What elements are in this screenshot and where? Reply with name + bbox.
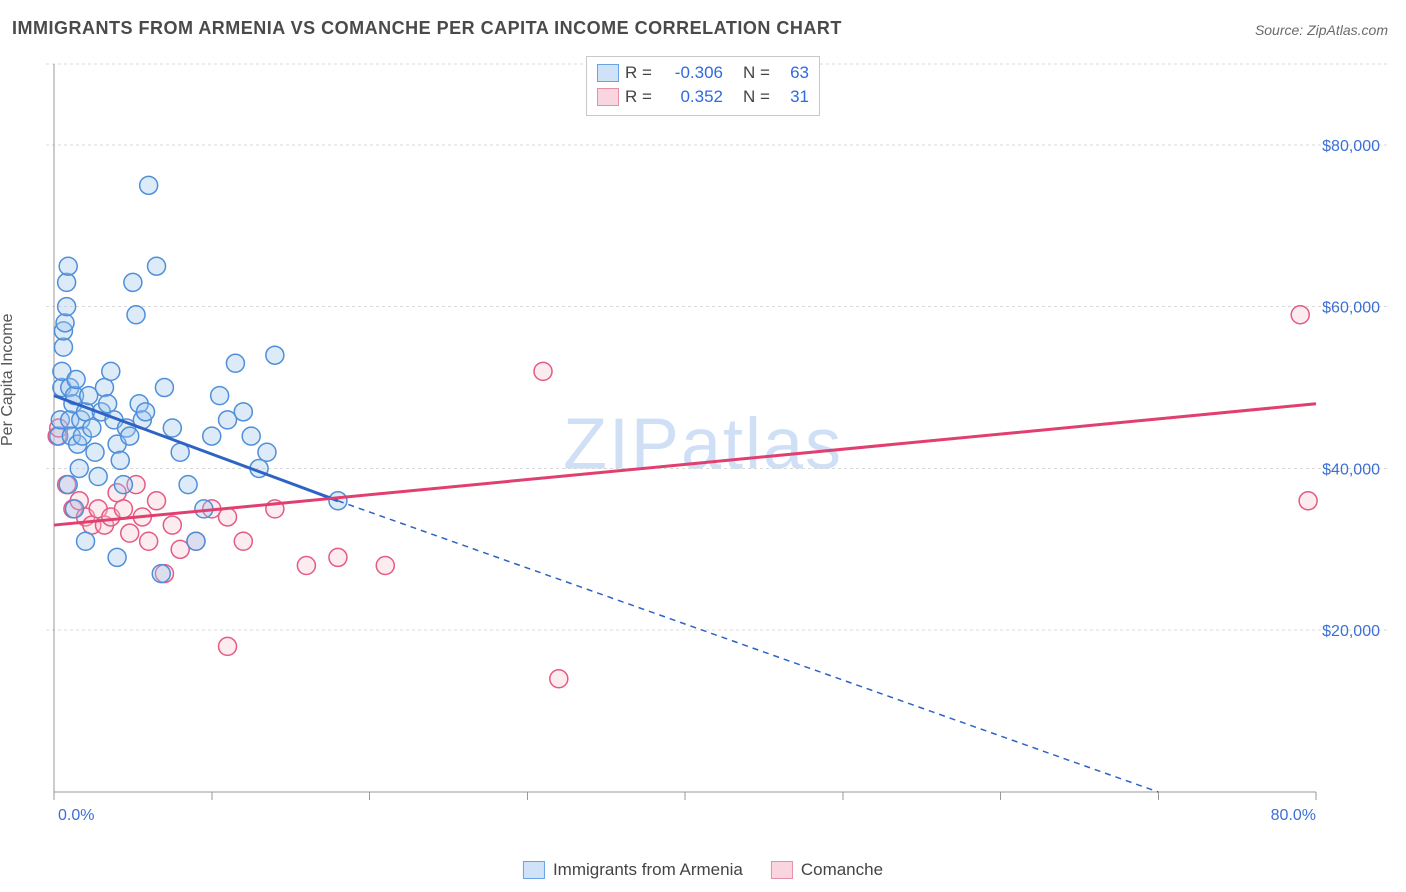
legend-swatch (523, 861, 545, 879)
svg-text:$60,000: $60,000 (1322, 300, 1380, 317)
r-value: -0.306 (659, 61, 723, 85)
legend-label: Immigrants from Armenia (553, 860, 743, 880)
svg-text:$80,000: $80,000 (1322, 138, 1380, 155)
r-label: R = (625, 61, 653, 85)
svg-text:0.0%: 0.0% (58, 807, 94, 824)
legend-label: Comanche (801, 860, 883, 880)
legend-bottom-item: Immigrants from Armenia (523, 860, 743, 880)
r-label: R = (625, 85, 653, 109)
n-value: 63 (777, 61, 809, 85)
n-value: 31 (777, 85, 809, 109)
n-label: N = (743, 61, 771, 85)
legend-swatch (771, 861, 793, 879)
chart-title: IMMIGRANTS FROM ARMENIA VS COMANCHE PER … (12, 18, 842, 39)
legend-top: R =-0.306 N =63 R =0.352 N =31 (586, 56, 820, 116)
legend-swatch (597, 88, 619, 106)
legend-top-row: R =0.352 N =31 (597, 85, 809, 109)
svg-text:80.0%: 80.0% (1271, 807, 1316, 824)
n-label: N = (743, 85, 771, 109)
plot-area: $20,000 $40,000 $60,000 $80,000 0.0% 80.0% (46, 52, 1388, 832)
chart-svg: $20,000 $40,000 $60,000 $80,000 0.0% 80.0% (46, 52, 1388, 832)
legend-bottom-item: Comanche (771, 860, 883, 880)
legend-bottom: Immigrants from Armenia Comanche (523, 860, 883, 880)
svg-text:$20,000: $20,000 (1322, 623, 1380, 640)
svg-text:$40,000: $40,000 (1322, 461, 1380, 478)
source-attribution: Source: ZipAtlas.com (1255, 22, 1388, 38)
y-axis-label: Per Capita Income (0, 313, 17, 446)
legend-swatch (597, 64, 619, 82)
legend-top-row: R =-0.306 N =63 (597, 61, 809, 85)
r-value: 0.352 (659, 85, 723, 109)
